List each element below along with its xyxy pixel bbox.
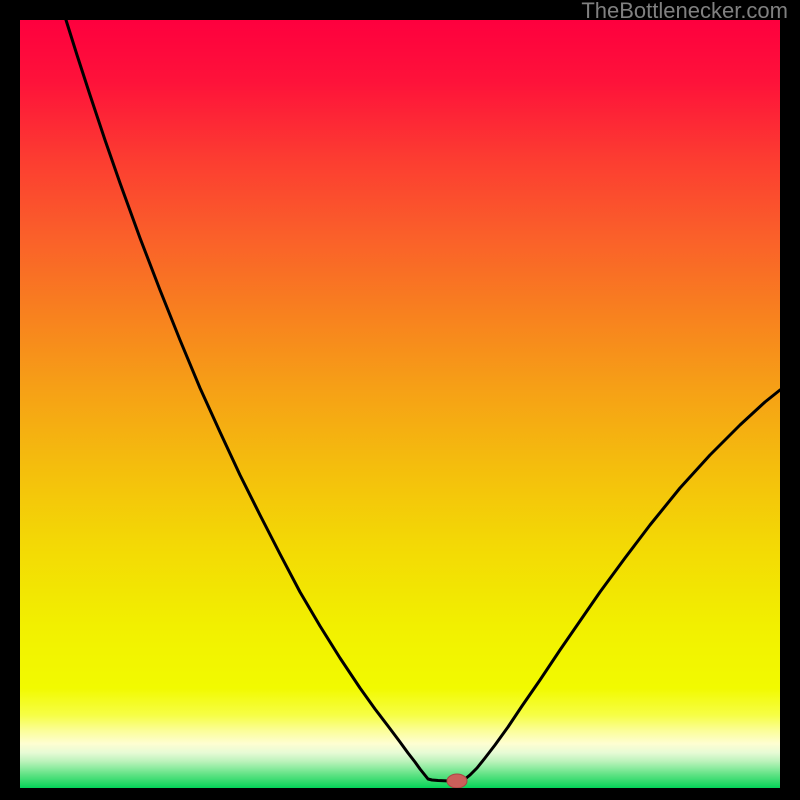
chart-border: [0, 0, 800, 800]
watermark-text: TheBottlenecker.com: [581, 0, 788, 24]
bottleneck-chart: TheBottlenecker.com: [0, 0, 800, 800]
